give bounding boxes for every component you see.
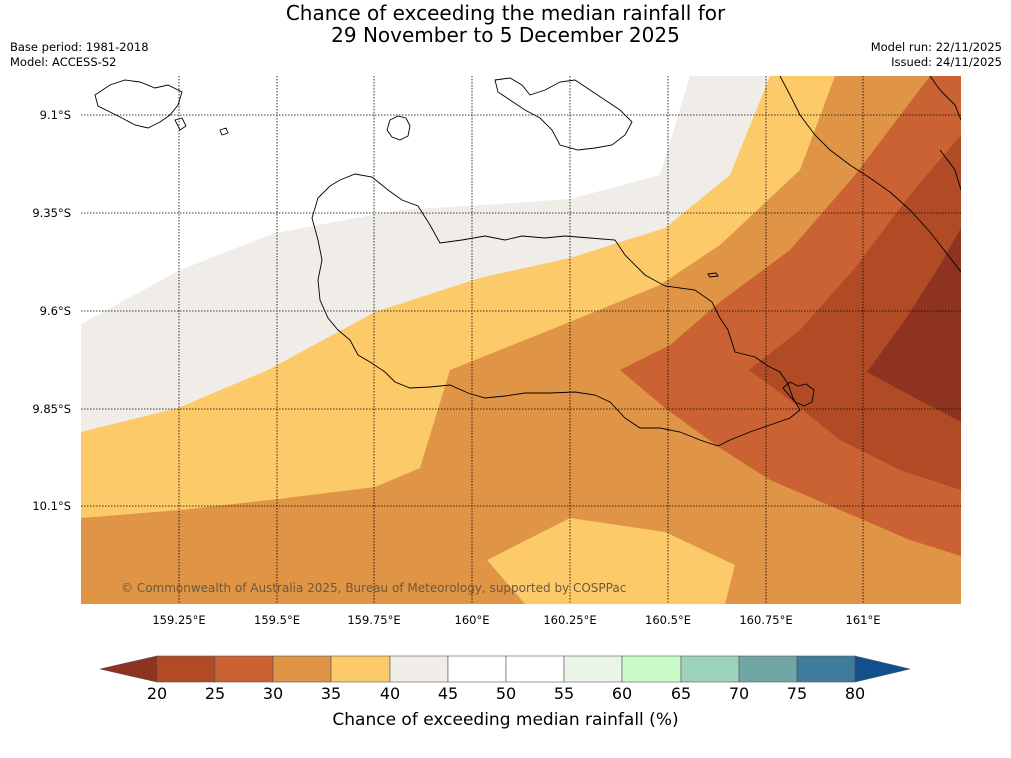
lat-label: 9.85°S <box>32 402 71 416</box>
colorbar-bin-60-65 <box>621 655 682 683</box>
coastline-marau-islets <box>782 381 815 407</box>
region-30-35 <box>81 76 961 604</box>
region-below-20 <box>867 228 961 422</box>
title-line-2: 29 November to 5 December 2025 <box>331 23 680 47</box>
coastline-island-small <box>386 115 411 141</box>
colorbar-bin-20-25 <box>156 655 216 683</box>
lon-label: 160°E <box>454 613 490 627</box>
colorbar-tick: 20 <box>146 684 168 703</box>
region-20-25 <box>749 135 961 490</box>
map-title: Chance of exceeding the median rainfall … <box>0 2 1011 46</box>
colorbar-tick: 30 <box>262 684 284 703</box>
colorbar-tick: 45 <box>437 684 459 703</box>
colorbar-bin-30-35 <box>272 655 332 683</box>
colorbar-bin-50-55 <box>505 655 565 683</box>
lat-label: 9.35°S <box>32 206 71 220</box>
copyright-notice: © Commonwealth of Australia 2025, Bureau… <box>121 581 626 595</box>
model-name: Model: ACCESS-S2 <box>10 55 117 69</box>
colorbar <box>99 655 911 683</box>
colorbar-tick: 25 <box>204 684 226 703</box>
colorbar-bin-70-75 <box>738 655 798 683</box>
issued-date: Issued: 24/11/2025 <box>891 55 1002 69</box>
colorbar-extend-high <box>854 655 911 683</box>
region-35-40-patch <box>487 518 735 604</box>
lon-label: 159.25°E <box>152 613 206 627</box>
colorbar-tick: 75 <box>786 684 808 703</box>
colorbar-tick: 80 <box>844 684 866 703</box>
base-period: Base period: 1981-2018 <box>10 40 149 54</box>
colorbar-extend-low <box>99 655 158 683</box>
colorbar-tick: 50 <box>495 684 517 703</box>
meta-right: Model run: 22/11/2025 Issued: 24/11/2025 <box>871 40 1002 70</box>
coastlines <box>94 76 961 447</box>
coastline-malaita <box>779 76 961 273</box>
lon-label: 160.75°E <box>739 613 793 627</box>
colorbar-tick: 40 <box>379 684 401 703</box>
lon-label: 159.5°E <box>254 613 300 627</box>
meta-left: Base period: 1981-2018 Model: ACCESS-S2 <box>10 40 149 70</box>
lon-label: 161°E <box>845 613 881 627</box>
coastline-guadalcanal <box>311 173 801 447</box>
lat-label: 9.1°S <box>39 108 71 122</box>
map-plot-area: © Commonwealth of Australia 2025, Bureau… <box>81 76 961 604</box>
gridlines <box>81 76 961 604</box>
colorbar-tick: 65 <box>670 684 692 703</box>
colorbar-bin-35-40 <box>330 655 391 683</box>
colorbar-tick: 35 <box>320 684 342 703</box>
lon-label: 159.75°E <box>347 613 401 627</box>
model-run: Model run: 22/11/2025 <box>870 40 1002 54</box>
colorbar-tick: 55 <box>553 684 575 703</box>
colorbar-bin-25-30 <box>214 655 274 683</box>
colorbar-tick: 60 <box>611 684 633 703</box>
title-line-1: Chance of exceeding the median rainfall … <box>285 1 726 25</box>
coastline-florida-islands <box>494 77 633 151</box>
colorbar-tick: 70 <box>728 684 750 703</box>
coastline-islet <box>707 272 719 278</box>
colorbar-bin-55-60 <box>563 655 623 683</box>
colorbar-bin-40-45 <box>389 655 449 683</box>
colorbar-bin-45-50 <box>447 655 507 683</box>
lat-label: 10.1°S <box>32 499 71 513</box>
lat-label: 9.6°S <box>39 304 71 318</box>
colorbar-bin-75-80 <box>796 655 856 683</box>
coastline-russell-islands <box>94 79 229 136</box>
colorbar-label: Chance of exceeding median rainfall (%) <box>332 710 679 730</box>
lon-label: 160.5°E <box>645 613 691 627</box>
colorbar-bin-65-70 <box>680 655 740 683</box>
lon-label: 160.25°E <box>543 613 597 627</box>
